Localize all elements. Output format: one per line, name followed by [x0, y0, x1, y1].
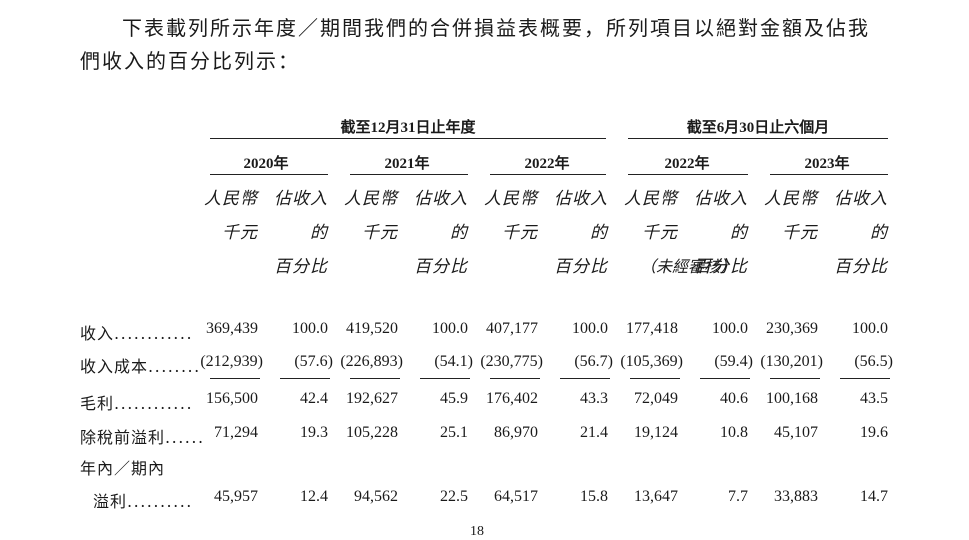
table-cell: 230,369	[766, 320, 818, 337]
year-rule	[770, 174, 888, 175]
subtotal-rule	[700, 378, 750, 379]
subtotal-rule	[770, 378, 820, 379]
table-cell: 42.4	[300, 390, 328, 407]
row-label-profit: 溢利..........	[93, 492, 193, 511]
group-rule-interim	[628, 138, 888, 139]
table-cell: 12.4	[300, 488, 328, 505]
subtotal-rule	[560, 378, 610, 379]
header-amount: 人民幣 千元	[624, 189, 678, 243]
table-cell: 15.8	[580, 488, 608, 505]
subtotal-rule	[420, 378, 470, 379]
subtotal-rule	[840, 378, 890, 379]
table-cell: 45,957	[214, 488, 258, 505]
table-cell: (130,201)	[760, 353, 823, 370]
year-2022-interim: 2022年	[664, 156, 710, 172]
table-cell: 33,883	[774, 488, 818, 505]
group-header-annual: 截至12月31日止年度	[340, 120, 476, 136]
year-2020: 2020年	[243, 156, 289, 172]
table-cell: 71,294	[214, 424, 258, 441]
row-label-gross-profit: 毛利............	[80, 394, 194, 413]
table-cell: 40.6	[720, 390, 748, 407]
row-label-profit-year-period: 年內／期內	[80, 459, 166, 478]
table-cell: (59.4)	[714, 353, 753, 370]
table-cell: (56.7)	[574, 353, 613, 370]
table-cell: 100.0	[572, 320, 608, 337]
subtotal-rule	[490, 378, 540, 379]
table-cell: 105,228	[346, 424, 398, 441]
table-cell: (57.6)	[294, 353, 333, 370]
table-cell: 22.5	[440, 488, 468, 505]
year-rule	[628, 174, 748, 175]
group-header-interim: 截至6月30日止六個月	[686, 120, 830, 136]
year-2023-interim: 2023年	[804, 156, 850, 172]
table-cell: 100,168	[766, 390, 818, 407]
header-percent: 佔收入的 百分比	[834, 189, 888, 277]
intro-line-1: 下表載列所示年度／期間我們的合併損益表概要，所列項目以絕對金額及佔我	[122, 16, 870, 40]
table-cell: 45,107	[774, 424, 818, 441]
row-label-profit-before-tax: 除稅前溢利......	[80, 428, 205, 447]
header-amount: 人民幣 千元	[204, 189, 258, 243]
header-percent: 佔收入的 百分比	[694, 189, 748, 277]
table-cell: 14.7	[860, 488, 888, 505]
group-rule-annual	[210, 138, 606, 139]
table-cell: 25.1	[440, 424, 468, 441]
table-cell: 7.7	[728, 488, 748, 505]
table-cell: 10.8	[720, 424, 748, 441]
table-cell: 13,647	[634, 488, 678, 505]
header-amount: 人民幣 千元	[764, 189, 818, 243]
subtotal-rule	[210, 378, 260, 379]
year-rule	[350, 174, 468, 175]
header-amount: 人民幣 千元	[344, 189, 398, 243]
page-number: 18	[470, 524, 484, 539]
year-rule	[490, 174, 606, 175]
table-cell: 86,970	[494, 424, 538, 441]
intro-paragraph: 下表載列所示年度／期間我們的合併損益表概要，所列項目以絕對金額及佔我 們收入的百…	[80, 12, 910, 78]
table-cell: 94,562	[354, 488, 398, 505]
intro-line-2: 們收入的百分比列示：	[80, 49, 300, 73]
table-cell: (226,893)	[340, 353, 403, 370]
year-rule	[210, 174, 328, 175]
unaudited-note: （未經審核）	[640, 257, 737, 276]
subtotal-rule	[350, 378, 400, 379]
table-cell: (230,775)	[480, 353, 543, 370]
table-cell: 100.0	[292, 320, 328, 337]
subtotal-rule	[280, 378, 330, 379]
header-percent: 佔收入的 百分比	[414, 189, 468, 277]
table-cell: 156,500	[206, 390, 258, 407]
row-label-revenue: 收入............	[80, 324, 194, 343]
table-cell: 72,049	[634, 390, 678, 407]
table-cell: 100.0	[852, 320, 888, 337]
table-cell: 43.3	[580, 390, 608, 407]
subtotal-rule	[630, 378, 680, 379]
header-percent: 佔收入的 百分比	[274, 189, 328, 277]
table-cell: 407,177	[486, 320, 538, 337]
table-cell: 19.3	[300, 424, 328, 441]
table-cell: 369,439	[206, 320, 258, 337]
table-cell: 100.0	[432, 320, 468, 337]
table-cell: (105,369)	[620, 353, 683, 370]
table-cell: 45.9	[440, 390, 468, 407]
table-cell: (56.5)	[854, 353, 893, 370]
table-cell: 100.0	[712, 320, 748, 337]
table-cell: (54.1)	[434, 353, 473, 370]
table-cell: 192,627	[346, 390, 398, 407]
table-cell: 21.4	[580, 424, 608, 441]
year-2022: 2022年	[524, 156, 570, 172]
row-label-cost-of-revenue: 收入成本........	[80, 357, 201, 376]
table-cell: 177,418	[626, 320, 678, 337]
table-cell: 19.6	[860, 424, 888, 441]
header-amount: 人民幣 千元	[484, 189, 538, 243]
table-cell: 176,402	[486, 390, 538, 407]
table-cell: 419,520	[346, 320, 398, 337]
year-2021: 2021年	[384, 156, 430, 172]
table-cell: 43.5	[860, 390, 888, 407]
header-percent: 佔收入的 百分比	[554, 189, 608, 277]
table-cell: (212,939)	[200, 353, 263, 370]
table-cell: 19,124	[634, 424, 678, 441]
table-cell: 64,517	[494, 488, 538, 505]
